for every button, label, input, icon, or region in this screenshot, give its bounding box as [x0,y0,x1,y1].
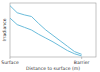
x-axis-label: Distance to surface (m) [26,66,80,71]
chart-root: Surface BarrierDistance to surface (m) Irr… [0,0,100,72]
x-tick-label: Surface [1,60,19,65]
series-line [10,6,82,55]
x-tick-label: Barrier [74,60,90,65]
y-axis-label: Irradiance [2,18,7,41]
plot-frame [10,3,96,57]
series-line [10,18,82,56]
chart: Surface BarrierDistance to surface (m) Irr… [0,0,100,72]
plot-data [10,6,82,56]
